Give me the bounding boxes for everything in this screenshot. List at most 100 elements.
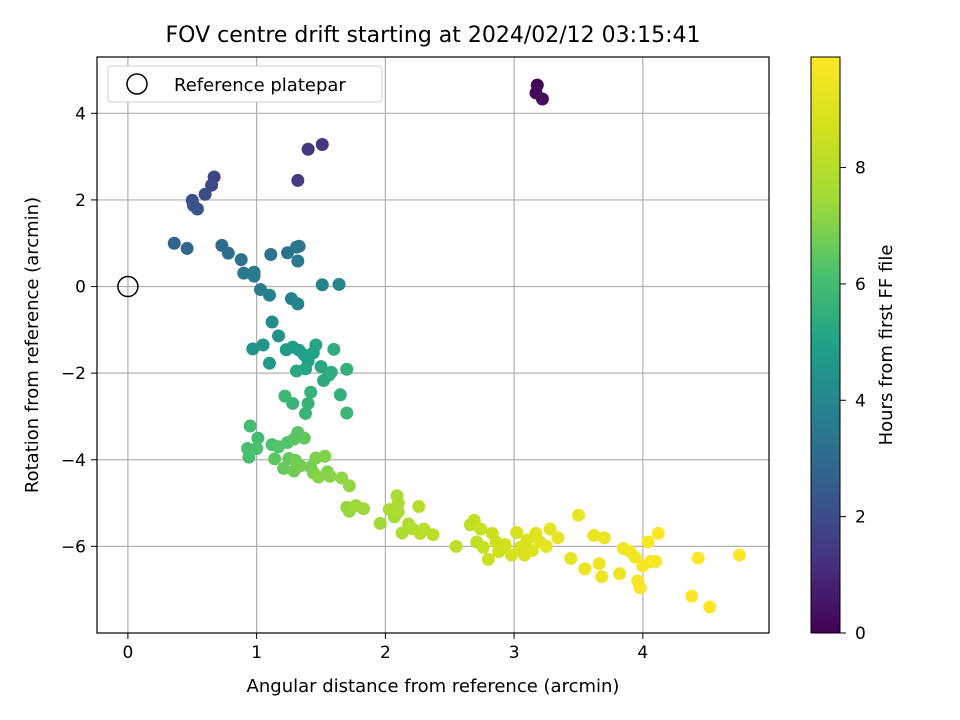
data-point	[628, 550, 642, 564]
data-point	[551, 531, 565, 545]
y-tick-label: 2	[75, 191, 86, 211]
data-point	[272, 329, 286, 343]
data-point	[481, 552, 495, 566]
data-point	[234, 253, 248, 267]
x-tick-label: 4	[637, 643, 648, 663]
data-point	[268, 452, 282, 466]
data-point	[520, 533, 534, 547]
data-point	[311, 470, 325, 484]
y-tick-label: 0	[75, 278, 86, 298]
legend: Reference platepar	[107, 65, 383, 103]
data-point	[327, 342, 341, 356]
data-point	[315, 137, 329, 151]
data-point	[641, 535, 655, 549]
data-point	[180, 241, 194, 255]
data-point	[564, 552, 578, 566]
data-point	[412, 500, 426, 514]
chart-title: FOV centre drift starting at 2024/02/12 …	[166, 23, 701, 48]
data-point	[198, 187, 212, 201]
data-point	[543, 522, 557, 536]
data-point	[277, 461, 291, 475]
data-points	[167, 78, 746, 614]
colorbar-tick-label: 6	[855, 275, 866, 295]
data-point	[278, 389, 292, 403]
data-point	[597, 531, 611, 545]
data-point	[691, 551, 705, 565]
data-point	[505, 548, 519, 562]
data-point	[290, 364, 304, 378]
data-point	[299, 406, 313, 420]
colorbar-gradient	[811, 57, 840, 633]
data-point	[247, 269, 261, 283]
data-point	[333, 388, 347, 402]
data-point	[323, 469, 337, 483]
data-point	[309, 338, 323, 352]
legend-label: Reference platepar	[174, 75, 346, 96]
data-point	[242, 450, 256, 464]
x-tick-label: 3	[509, 643, 520, 663]
grid-lines	[97, 57, 769, 633]
data-point	[256, 338, 270, 352]
legend-marker-icon	[126, 73, 148, 95]
data-point	[293, 459, 307, 473]
x-tick-label: 2	[380, 643, 391, 663]
y-tick-label: −2	[61, 364, 86, 384]
data-point	[510, 526, 524, 540]
data-point	[297, 431, 311, 445]
y-axis-ticks: 4 2 0 −2 −4 −6	[61, 104, 97, 557]
data-point	[474, 522, 488, 536]
colorbar-tick-label: 0	[855, 624, 866, 644]
data-point	[190, 202, 204, 216]
data-point	[264, 247, 278, 261]
data-point	[291, 297, 305, 311]
data-point	[587, 529, 601, 543]
x-tick-label: 1	[251, 643, 262, 663]
data-point	[304, 385, 318, 399]
colorbar-tick-label: 4	[855, 391, 866, 411]
data-point	[391, 505, 405, 519]
data-point	[301, 396, 315, 410]
data-point	[732, 548, 746, 562]
data-point	[449, 539, 463, 553]
data-point	[314, 360, 328, 374]
data-point	[301, 142, 315, 156]
data-point	[251, 431, 265, 445]
data-point	[426, 528, 440, 542]
colorbar: 0 2 4 6 8 Hours from first FF file	[810, 56, 897, 644]
data-point	[592, 557, 606, 571]
data-point	[539, 539, 553, 553]
data-point	[498, 538, 512, 552]
data-point	[356, 502, 370, 516]
data-point	[221, 246, 235, 260]
data-point	[205, 178, 219, 192]
colorbar-label: Hours from first FF file	[876, 245, 897, 446]
plot-frame	[96, 56, 770, 634]
colorbar-tick-label: 8	[855, 159, 866, 179]
data-point	[291, 254, 305, 268]
data-point	[651, 526, 665, 540]
data-point	[265, 315, 279, 329]
data-point	[291, 173, 305, 187]
data-point	[340, 406, 354, 420]
data-point	[318, 449, 332, 463]
x-tick-label: 0	[122, 643, 133, 663]
colorbar-ticks: 0 2 4 6 8	[840, 159, 866, 644]
data-point	[373, 516, 387, 530]
data-point	[340, 362, 354, 376]
colorbar-frame	[810, 56, 841, 634]
data-point	[292, 239, 306, 253]
data-point	[613, 567, 627, 581]
data-point	[476, 540, 490, 554]
data-point	[263, 288, 277, 302]
data-point	[571, 508, 585, 522]
data-point	[315, 278, 329, 292]
x-axis-ticks: 0 1 2 3 4	[122, 633, 648, 663]
y-axis-label: Rotation from reference (arcmin)	[22, 197, 43, 493]
data-point	[332, 277, 346, 291]
colorbar-tick-label: 2	[855, 508, 866, 528]
data-point	[703, 600, 717, 614]
data-point	[243, 419, 257, 433]
data-point	[237, 266, 251, 280]
data-point	[595, 570, 609, 584]
